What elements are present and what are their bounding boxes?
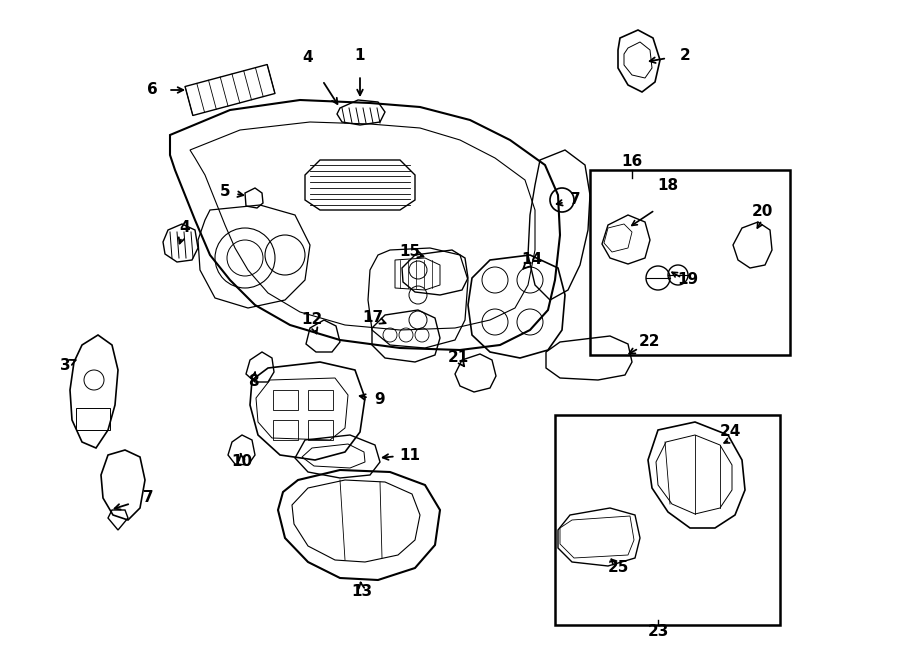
Text: 11: 11: [400, 447, 420, 463]
Text: 7: 7: [143, 490, 153, 506]
Text: 4: 4: [302, 50, 313, 65]
Text: 22: 22: [639, 334, 661, 350]
Text: 7: 7: [570, 192, 580, 208]
Bar: [590, 170, 790, 355]
Text: 16: 16: [621, 155, 643, 169]
Text: 12: 12: [302, 313, 322, 327]
Text: 25: 25: [608, 561, 629, 576]
Text: 5: 5: [220, 184, 230, 200]
Text: 20: 20: [752, 204, 773, 219]
Text: 17: 17: [363, 311, 383, 325]
Text: 3: 3: [59, 358, 70, 373]
Text: 13: 13: [351, 584, 373, 600]
Text: 21: 21: [447, 350, 469, 366]
Text: 4: 4: [180, 221, 190, 235]
Text: 9: 9: [374, 393, 385, 407]
Text: 1: 1: [355, 48, 365, 63]
Text: 24: 24: [719, 424, 741, 440]
Text: 14: 14: [521, 253, 543, 268]
Text: 2: 2: [680, 48, 690, 63]
Text: 15: 15: [400, 245, 420, 260]
Text: 8: 8: [248, 375, 258, 389]
Text: 10: 10: [231, 455, 253, 469]
Text: 23: 23: [647, 625, 669, 639]
Text: 18: 18: [657, 178, 679, 192]
Text: 19: 19: [678, 272, 698, 288]
Bar: [555, 415, 780, 625]
Text: 6: 6: [147, 83, 158, 98]
